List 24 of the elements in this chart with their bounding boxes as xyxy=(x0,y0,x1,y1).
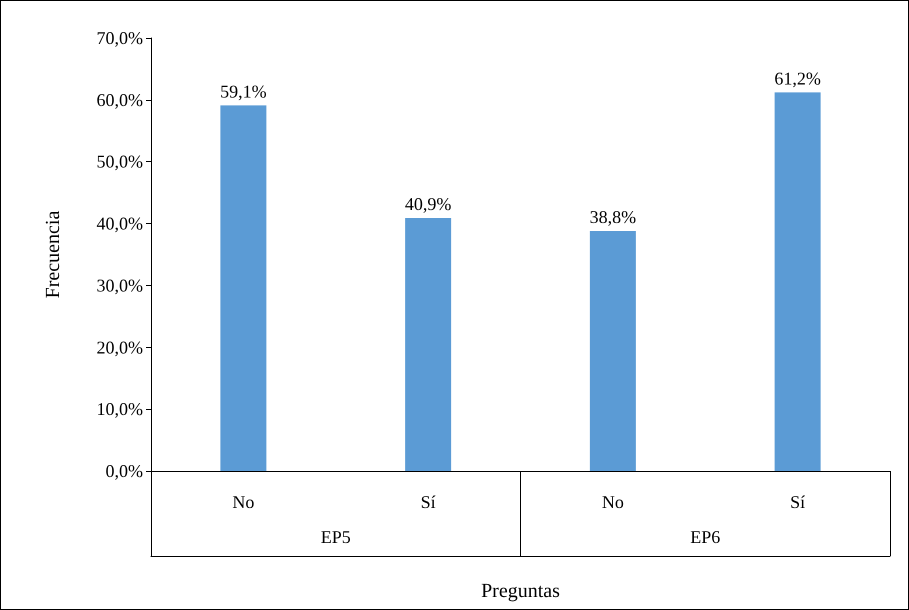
x-tick-label: No xyxy=(232,492,254,512)
text: EP5 xyxy=(320,527,351,547)
data-label: 59,1% xyxy=(220,81,267,102)
bar xyxy=(220,105,266,471)
bar xyxy=(405,218,452,471)
y-tick-label: 60,0% xyxy=(96,90,143,110)
y-tick-label: 0,0% xyxy=(106,461,143,481)
data-label: 61,2% xyxy=(774,68,821,88)
y-tick-label: 10,0% xyxy=(96,399,143,420)
text: EP6 xyxy=(690,527,720,547)
x-axis-title: Preguntas xyxy=(481,580,560,602)
y-tick-label: 30,0% xyxy=(96,275,143,296)
y-tick-label: 40,0% xyxy=(96,214,143,234)
data-label: 40,9% xyxy=(404,194,452,214)
x-tick-label: No xyxy=(602,492,624,512)
y-tick-label: 50,0% xyxy=(96,152,143,172)
y-axis-title: Frecuencia xyxy=(42,210,64,298)
bar xyxy=(590,230,636,471)
y-tick-label: 70,0% xyxy=(96,28,143,48)
data-label: 38,8% xyxy=(590,206,636,227)
x-tick-label: Sí xyxy=(420,492,436,512)
y-tick-label: 20,0% xyxy=(96,337,143,358)
bar xyxy=(774,92,821,471)
x-tick-label: Sí xyxy=(790,492,806,512)
